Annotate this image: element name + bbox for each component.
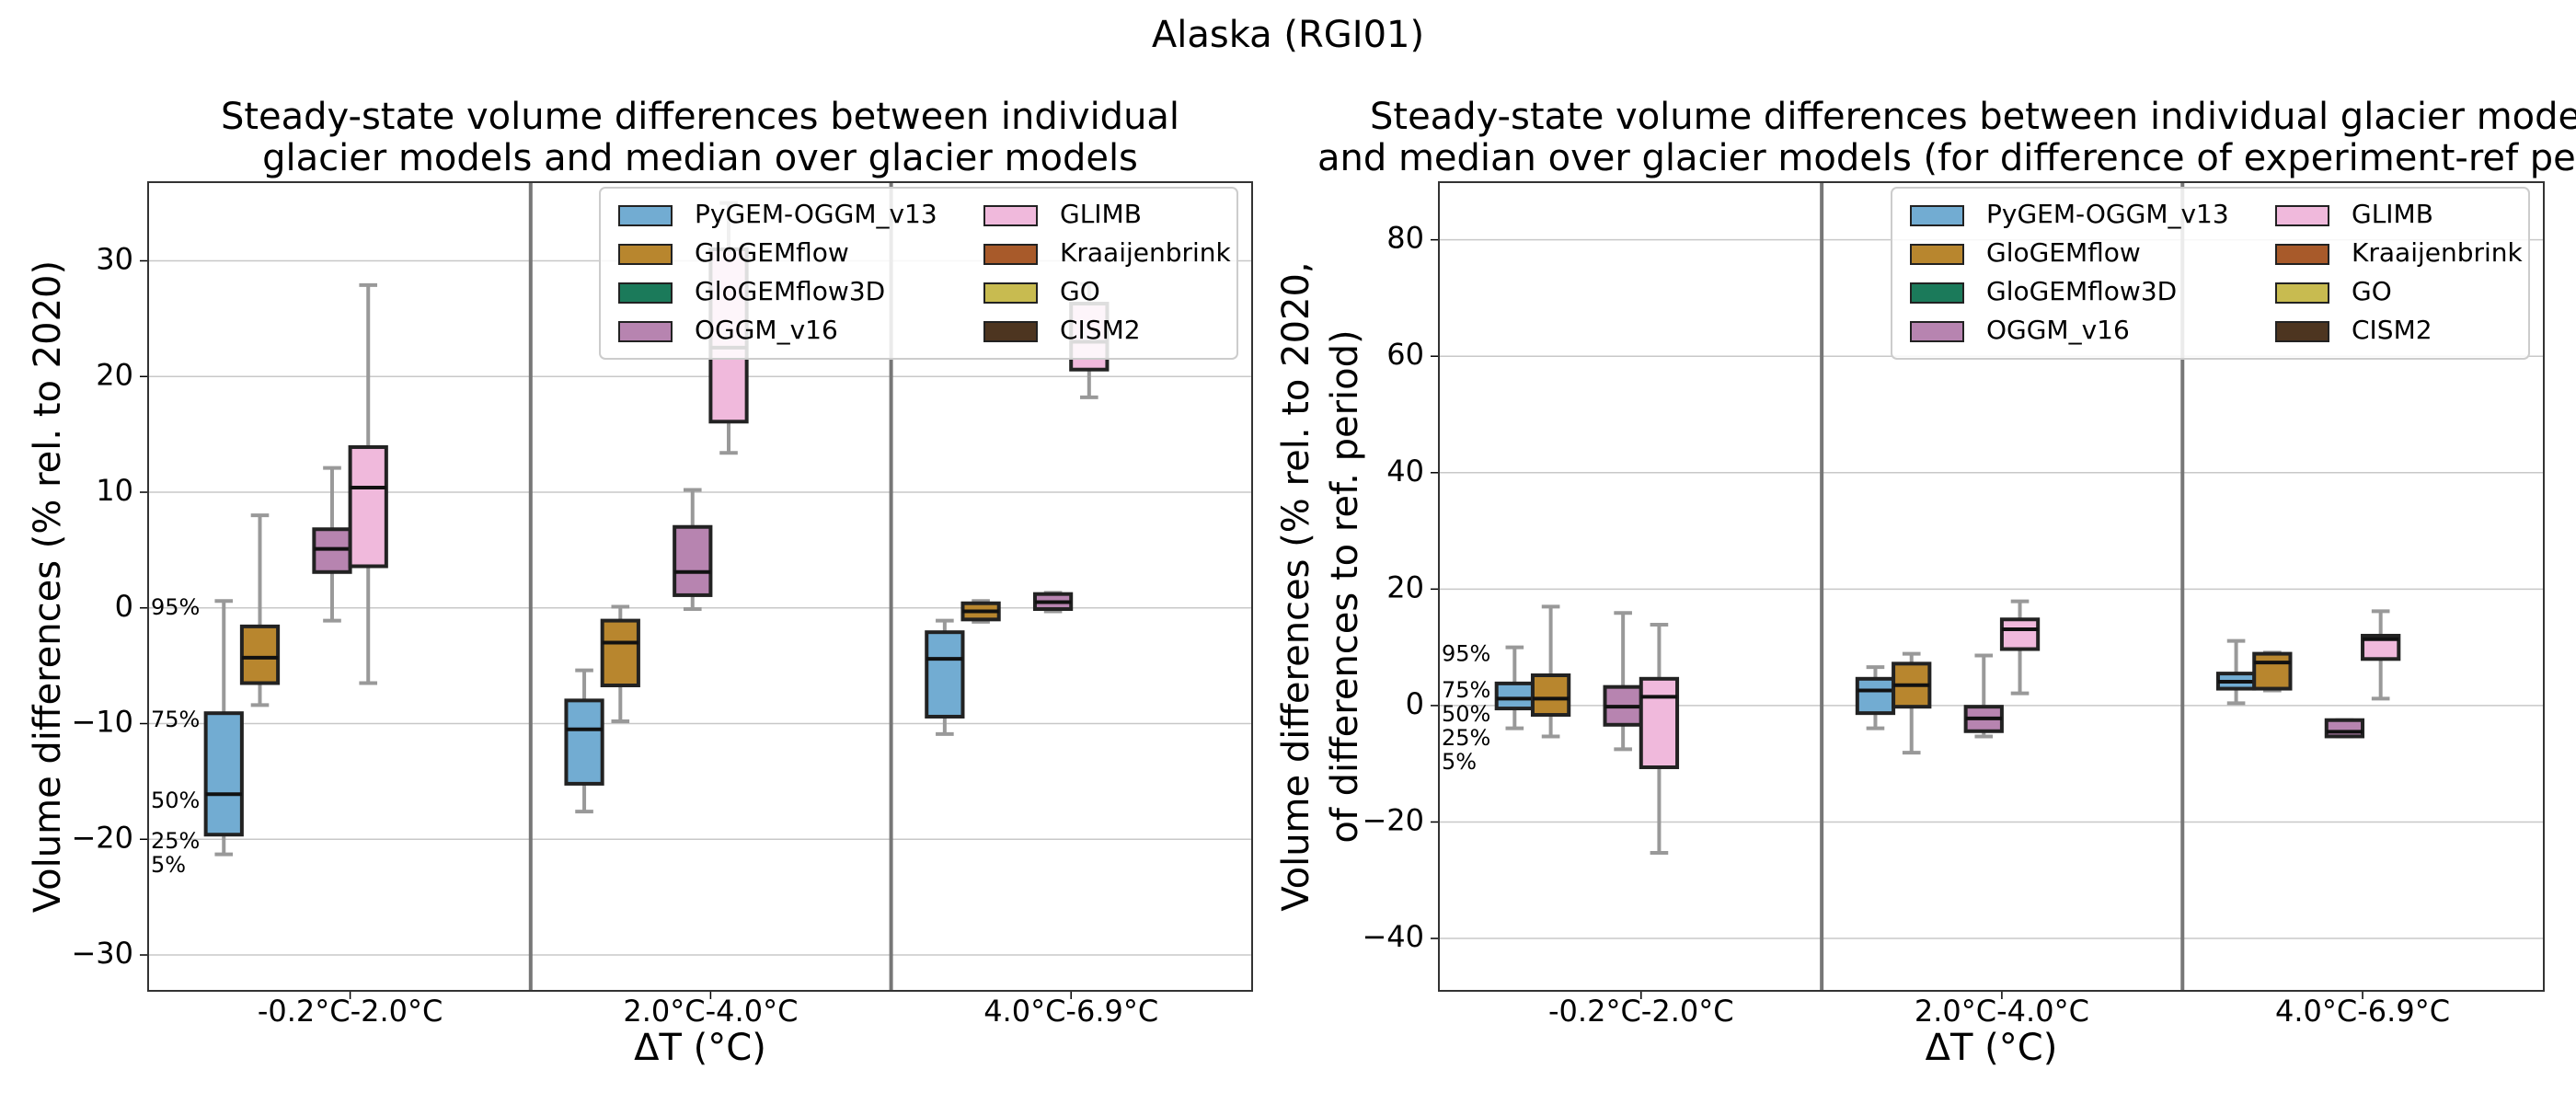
y-tick-label: −20 bbox=[71, 820, 133, 855]
y-tick-label: −40 bbox=[1362, 919, 1424, 954]
y-tick-label: 10 bbox=[96, 473, 133, 508]
x-tick-label: 2.0°C-4.0°C bbox=[1915, 994, 2089, 1029]
legend-swatch bbox=[2275, 244, 2329, 265]
y-tick-label: 0 bbox=[1406, 686, 1424, 721]
y-tick-label: −30 bbox=[71, 936, 133, 971]
legend-label: GLIMB bbox=[2352, 199, 2433, 229]
legend-box bbox=[1891, 187, 2530, 360]
chart-title: and median over glacier models (for diff… bbox=[1317, 137, 2576, 179]
y-axis-label: Volume differences (% rel. to 2020, bbox=[1275, 261, 1317, 911]
legend-swatch bbox=[983, 205, 1038, 226]
box bbox=[2324, 718, 2365, 739]
percentile-label: 5% bbox=[151, 852, 186, 878]
legend-label: GloGEMflow bbox=[1986, 237, 2141, 268]
box bbox=[1999, 617, 2041, 651]
legend-swatch bbox=[618, 205, 673, 226]
legend-swatch bbox=[1910, 321, 1964, 342]
legend-label: PyGEM-OGGM_v13 bbox=[695, 199, 937, 229]
legend-label: GLIMB bbox=[1060, 199, 1142, 229]
x-tick-label: 4.0°C-6.9°C bbox=[983, 994, 1158, 1029]
legend-swatch bbox=[618, 244, 673, 265]
legend-label: GloGEMflow3D bbox=[1986, 276, 2177, 306]
y-tick-label: 60 bbox=[1386, 337, 1424, 372]
box bbox=[600, 618, 640, 688]
percentile-label: 50% bbox=[151, 788, 200, 813]
axes-frame bbox=[147, 181, 1253, 992]
x-tick-label: -0.2°C-2.0°C bbox=[1548, 994, 1734, 1029]
legend-swatch bbox=[1910, 282, 1964, 304]
legend-swatch bbox=[2275, 205, 2329, 226]
axes-frame bbox=[1438, 181, 2545, 992]
box bbox=[1855, 676, 1896, 716]
figure-title: Alaska (RGI01) bbox=[1152, 14, 1424, 56]
chart-title: glacier models and median over glacier m… bbox=[262, 137, 1138, 179]
percentile-label: 5% bbox=[1442, 749, 1477, 775]
legend-label: GO bbox=[1060, 276, 1100, 306]
percentile-label: 50% bbox=[1442, 701, 1490, 727]
percentile-label: 25% bbox=[151, 828, 200, 854]
legend-label: Kraaijenbrink bbox=[2352, 237, 2524, 268]
x-tick-label: -0.2°C-2.0°C bbox=[258, 994, 443, 1029]
legend-label: CISM2 bbox=[2352, 315, 2432, 345]
percentile-label: 95% bbox=[151, 594, 200, 620]
percentile-label: 75% bbox=[1442, 677, 1490, 703]
y-tick-label: 30 bbox=[96, 242, 133, 277]
legend-swatch bbox=[983, 321, 1038, 342]
chart-title: Steady-state volume differences between … bbox=[221, 96, 1179, 138]
legend-swatch bbox=[983, 244, 1038, 265]
y-tick-label: 0 bbox=[115, 589, 133, 624]
legend-swatch bbox=[618, 282, 673, 304]
box bbox=[203, 711, 244, 837]
box bbox=[564, 698, 604, 786]
percentile-label: 95% bbox=[1442, 641, 1490, 667]
x-tick-label: 4.0°C-6.9°C bbox=[2275, 994, 2450, 1029]
box bbox=[239, 624, 281, 685]
box bbox=[925, 630, 965, 719]
box bbox=[348, 444, 388, 569]
box bbox=[1494, 681, 1535, 711]
y-axis-label: Volume differences (% rel. to 2020) bbox=[27, 260, 69, 913]
y-axis-label: of differences to ref. period) bbox=[1324, 329, 1366, 843]
x-tick-label: 2.0°C-4.0°C bbox=[623, 994, 798, 1029]
legend-swatch bbox=[983, 282, 1038, 304]
plot-area: −40 −20 0 20 40 60 80 -0.2°C-2.0°C 2.0°C-4.0°C 4.… bbox=[1362, 181, 2545, 1029]
y-tick-label: −20 bbox=[1362, 802, 1424, 837]
y-tick-label: −10 bbox=[71, 705, 133, 740]
legend-swatch bbox=[1910, 205, 1964, 226]
legend-label: CISM2 bbox=[1060, 315, 1141, 345]
percentile-label: 25% bbox=[1442, 725, 1490, 751]
box bbox=[673, 524, 713, 597]
legend-box bbox=[599, 187, 1238, 360]
plot-area: −30 −20 −10 0 10 20 30 -0.2°C-2.0°C 2.0°C-4.0°C 4… bbox=[71, 181, 1253, 1029]
legend-label: GloGEMflow3D bbox=[695, 276, 885, 306]
box bbox=[1530, 673, 1571, 718]
legend-swatch bbox=[2275, 282, 2329, 304]
chart-title: Steady-state volume differences between … bbox=[1370, 96, 2576, 138]
box bbox=[1639, 676, 1680, 769]
legend-label: GO bbox=[2352, 276, 2392, 306]
legend-swatch bbox=[618, 321, 673, 342]
legend-label: OGGM_v16 bbox=[695, 315, 838, 345]
legend-label: PyGEM-OGGM_v13 bbox=[1986, 199, 2229, 229]
x-axis-label: ΔT (°C) bbox=[1926, 1027, 2058, 1069]
legend-label: OGGM_v16 bbox=[1986, 315, 2130, 345]
y-tick-label: 40 bbox=[1386, 454, 1424, 489]
y-tick-label: 20 bbox=[1386, 569, 1424, 604]
legend-label: GloGEMflow bbox=[695, 237, 849, 268]
percentile-label: 75% bbox=[151, 707, 200, 732]
box bbox=[2252, 651, 2293, 691]
legend-swatch bbox=[2275, 321, 2329, 342]
legend-swatch bbox=[1910, 244, 1964, 265]
y-tick-label: 20 bbox=[96, 357, 133, 392]
legend-label: Kraaijenbrink bbox=[1060, 237, 1232, 268]
y-tick-label: 80 bbox=[1386, 221, 1424, 256]
x-axis-label: ΔT (°C) bbox=[634, 1027, 766, 1069]
